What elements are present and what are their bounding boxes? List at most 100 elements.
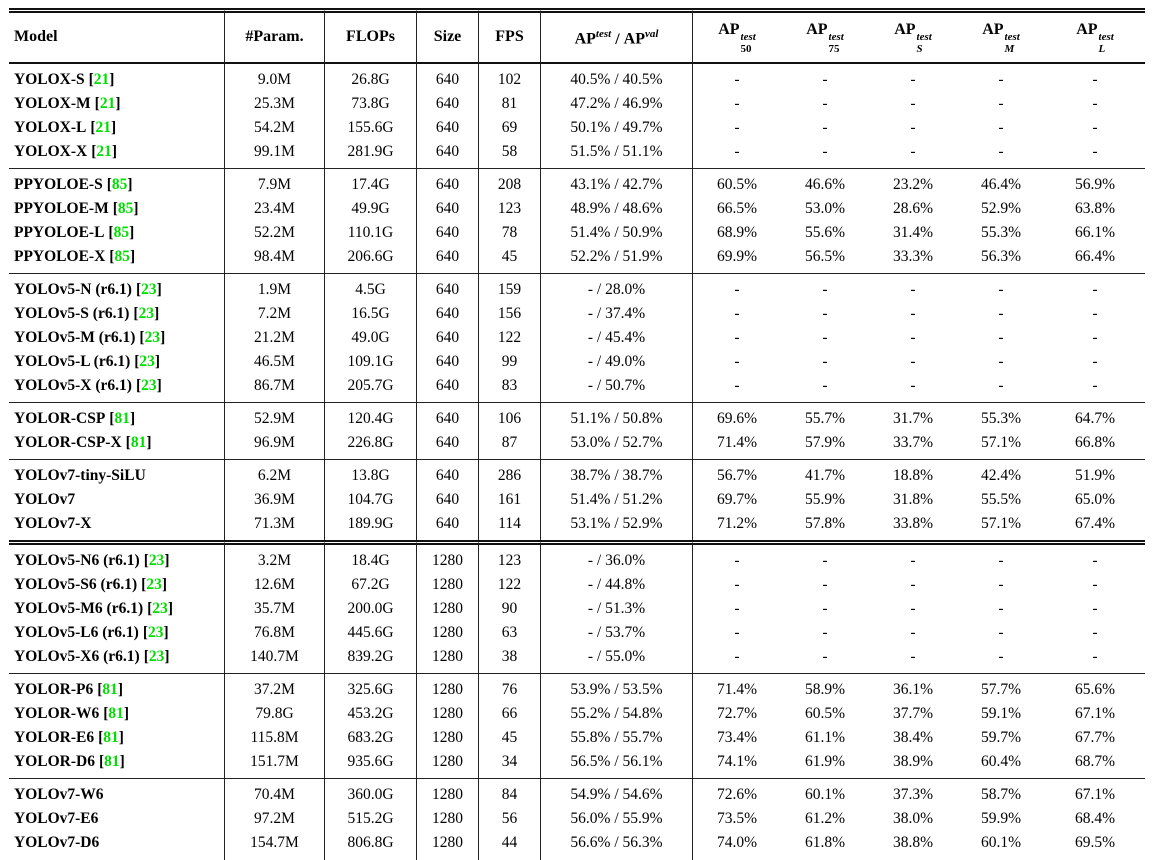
citation-close-bracket: ] bbox=[156, 280, 162, 298]
cell-params: 76.8M bbox=[225, 620, 325, 645]
cell-size: 1280 bbox=[417, 620, 479, 645]
cell-fps: 63 bbox=[479, 620, 541, 645]
col-header-ap75: AP test 75 bbox=[781, 8, 869, 64]
cell-ap-testval: 56.5% / 56.1% bbox=[541, 749, 693, 778]
cell-ap-s: - bbox=[910, 623, 916, 641]
cell-ap-m: 55.3% bbox=[980, 223, 1022, 241]
cell-size: 1280 bbox=[417, 749, 479, 778]
cell-ap-testval: - / 36.0% bbox=[541, 539, 693, 573]
cell-ap75: 57.8% bbox=[804, 514, 846, 532]
cell-model: YOLOv5-M6 (r6.1) [23] bbox=[9, 596, 225, 621]
cell-ap50: - bbox=[693, 272, 781, 302]
cell-ap50: - bbox=[734, 575, 740, 593]
cell-size: 640 bbox=[417, 220, 479, 245]
cell-params: 7.2M bbox=[225, 301, 325, 326]
citation-close-bracket: ] bbox=[111, 118, 117, 136]
citation-ref: [81] bbox=[103, 705, 129, 722]
model-name: YOLOR-CSP-X bbox=[14, 433, 122, 451]
citation-close-bracket: ] bbox=[123, 704, 130, 722]
cell-params: 6.2M bbox=[225, 458, 325, 488]
cell-ap75: - bbox=[822, 352, 828, 370]
cell-params: 70.4M bbox=[225, 777, 325, 807]
cell-fps: 286 bbox=[479, 458, 541, 488]
cell-ap50: 71.4% bbox=[693, 672, 781, 702]
cell-ap-s: 38.9% bbox=[892, 752, 934, 770]
cell-params: 7.9M bbox=[225, 167, 325, 197]
cell-flops: 515.2G bbox=[325, 806, 417, 831]
ap75-label: AP bbox=[806, 21, 828, 38]
table-row: YOLOX-M [21] 25.3M 73.8G 640 81 47.2% / 46.9% -… bbox=[9, 91, 1145, 116]
cell-model: YOLOR-D6 [81] bbox=[9, 749, 225, 778]
ap-m-label: AP bbox=[982, 21, 1004, 38]
cell-ap75: 55.6% bbox=[804, 223, 846, 241]
citation-ref: [85] bbox=[113, 200, 139, 217]
citation-ref: [85] bbox=[107, 176, 133, 193]
cell-ap-s: 38.0% bbox=[892, 809, 934, 827]
model-name: PPYOLOE-M bbox=[14, 199, 109, 217]
cell-flops: 110.1G bbox=[325, 220, 417, 245]
citation-close-bracket: ] bbox=[154, 304, 160, 322]
citation-number: 23 bbox=[138, 304, 155, 322]
cell-ap75: 55.7% bbox=[781, 401, 869, 431]
model-name: YOLOX-S bbox=[14, 70, 85, 88]
citation-ref: [23] bbox=[136, 281, 162, 298]
cell-ap-m: - bbox=[998, 352, 1004, 370]
cell-ap-m: 59.7% bbox=[980, 728, 1022, 746]
cell-ap50: - bbox=[734, 328, 740, 346]
cell-model: PPYOLOE-L [85] bbox=[9, 220, 225, 245]
table-row: YOLOv7-D6 154.7M 806.8G 1280 44 56.6% / 56.3%… bbox=[9, 830, 1145, 855]
table-row: YOLOv7 36.9M 104.7G 640 161 51.4% / 51.2% 69.7… bbox=[9, 487, 1145, 512]
col-header-ap50: AP test 50 bbox=[693, 8, 781, 64]
cell-ap-l: - bbox=[1092, 376, 1098, 394]
cell-ap-testval: - / 55.0% bbox=[541, 644, 693, 673]
cell-ap75: 57.9% bbox=[804, 433, 846, 451]
citation-close-bracket: ] bbox=[109, 70, 115, 88]
cell-ap50: 56.7% bbox=[693, 458, 781, 488]
cell-ap75: - bbox=[822, 328, 828, 346]
citation-open-bracket: [ bbox=[88, 70, 94, 88]
citation-number: 85 bbox=[113, 223, 130, 241]
cell-ap-s: - bbox=[910, 118, 916, 136]
cell-ap-testval: - / 28.0% bbox=[541, 272, 693, 302]
citation-open-bracket: [ bbox=[98, 752, 105, 770]
citation-open-bracket: [ bbox=[97, 680, 103, 698]
cell-size: 640 bbox=[417, 511, 479, 540]
cell-fps: 161 bbox=[479, 487, 541, 512]
cell-ap-l: 69.5% bbox=[1074, 833, 1116, 851]
citation-close-bracket: ] bbox=[160, 328, 166, 346]
citation-close-bracket: ] bbox=[117, 680, 124, 698]
cell-fps: 36 bbox=[479, 854, 541, 860]
cell-ap50: - bbox=[734, 647, 740, 665]
citation-open-bracket: [ bbox=[108, 223, 114, 241]
cell-flops: 839.2G bbox=[325, 644, 417, 673]
cell-model: YOLOv5-N (r6.1) [23] bbox=[9, 272, 225, 302]
ap-test-superscript: test bbox=[595, 28, 612, 41]
cell-ap75: 58.9% bbox=[781, 672, 869, 702]
citation-number: 23 bbox=[148, 551, 165, 569]
cell-model: YOLOR-E6 [81] bbox=[9, 725, 225, 750]
citation-close-bracket: ] bbox=[111, 142, 118, 160]
cell-ap50: 69.9% bbox=[716, 247, 758, 265]
cell-ap-s: 31.4% bbox=[892, 223, 934, 241]
cell-ap-testval: 54.9% / 54.6% bbox=[541, 777, 693, 807]
cell-size: 640 bbox=[417, 167, 479, 197]
cell-ap-m: - bbox=[998, 647, 1004, 665]
cell-ap75: - bbox=[822, 94, 828, 112]
cell-ap-l: 64.7% bbox=[1045, 401, 1145, 431]
cell-ap75: 41.7% bbox=[781, 458, 869, 488]
cell-ap-s: 38.4% bbox=[892, 728, 934, 746]
citation-close-bracket: ] bbox=[127, 175, 133, 193]
cell-ap-testval: 53.9% / 53.5% bbox=[541, 672, 693, 702]
cell-flops: 13.8G bbox=[325, 458, 417, 488]
citation-open-bracket: [ bbox=[143, 551, 149, 569]
citation-ref: [85] bbox=[108, 224, 134, 241]
citation-open-bracket: [ bbox=[103, 704, 109, 722]
citation-open-bracket: [ bbox=[90, 118, 96, 136]
cell-size: 640 bbox=[417, 115, 479, 140]
cell-ap-s: - bbox=[910, 94, 916, 112]
cell-model: YOLOR-CSP [81] bbox=[9, 401, 225, 431]
cell-ap-testval: 51.1% / 50.8% bbox=[541, 401, 693, 431]
table-row: YOLOX-X [21] 99.1M 281.9G 640 58 51.5% / 51.1%… bbox=[9, 139, 1145, 168]
cell-fps: 114 bbox=[479, 511, 541, 540]
